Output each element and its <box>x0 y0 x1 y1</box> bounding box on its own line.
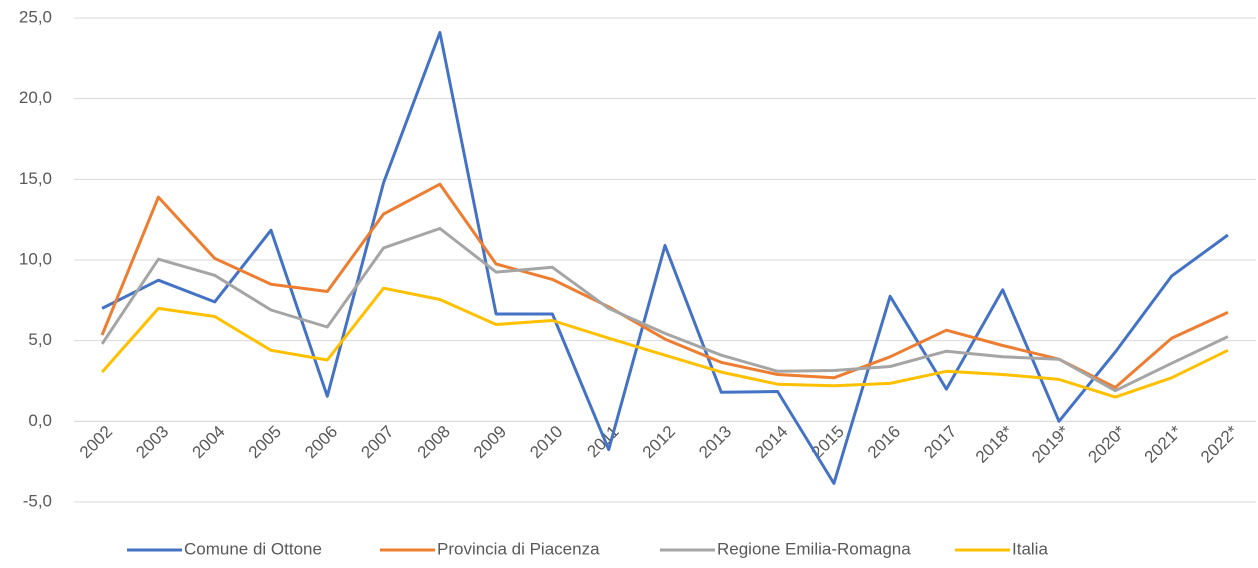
y-tick-label: 25,0 <box>19 7 52 26</box>
y-tick-label: 0,0 <box>28 411 52 430</box>
series-line <box>101 31 1229 485</box>
x-tick-label: 2005 <box>245 422 285 462</box>
x-tick-label: 2022* <box>1197 422 1242 467</box>
x-tick-label: 2021* <box>1141 422 1186 467</box>
legend-label: Provincia di Piacenza <box>437 539 600 558</box>
x-tick-label: 2007 <box>357 422 397 462</box>
x-tick-label: 2019* <box>1028 422 1073 467</box>
series-line <box>100 227 1229 393</box>
legend-label: Italia <box>1012 539 1048 558</box>
x-tick-label: 2003 <box>132 422 172 462</box>
y-tick-label: 20,0 <box>19 88 52 107</box>
x-tick-label: 2006 <box>301 422 341 462</box>
y-tick-label: 15,0 <box>19 169 52 188</box>
x-tick-label: 2017 <box>920 422 960 462</box>
x-tick-label: 2012 <box>639 422 679 462</box>
x-tick-label: 2002 <box>76 422 116 462</box>
x-tick-label: 2018* <box>972 422 1017 467</box>
x-tick-label: 2020* <box>1084 422 1129 467</box>
series-line <box>100 286 1229 399</box>
x-tick-label: 2014 <box>751 422 791 462</box>
x-tick-label: 2016 <box>864 422 904 462</box>
legend-label: Regione Emilia-Romagna <box>717 539 911 558</box>
series-line <box>100 182 1229 389</box>
y-tick-label: 5,0 <box>28 330 52 349</box>
x-tick-label: 2008 <box>414 422 454 462</box>
x-tick-label: 2009 <box>470 422 510 462</box>
x-tick-label: 2004 <box>189 422 229 462</box>
x-tick-label: 2010 <box>526 422 566 462</box>
x-tick-label: 2011 <box>583 422 622 461</box>
y-tick-label: 10,0 <box>19 249 52 268</box>
legend-label: Comune di Ottone <box>184 539 322 558</box>
x-tick-label: 2013 <box>695 422 735 462</box>
y-tick-label: -5,0 <box>23 491 52 510</box>
